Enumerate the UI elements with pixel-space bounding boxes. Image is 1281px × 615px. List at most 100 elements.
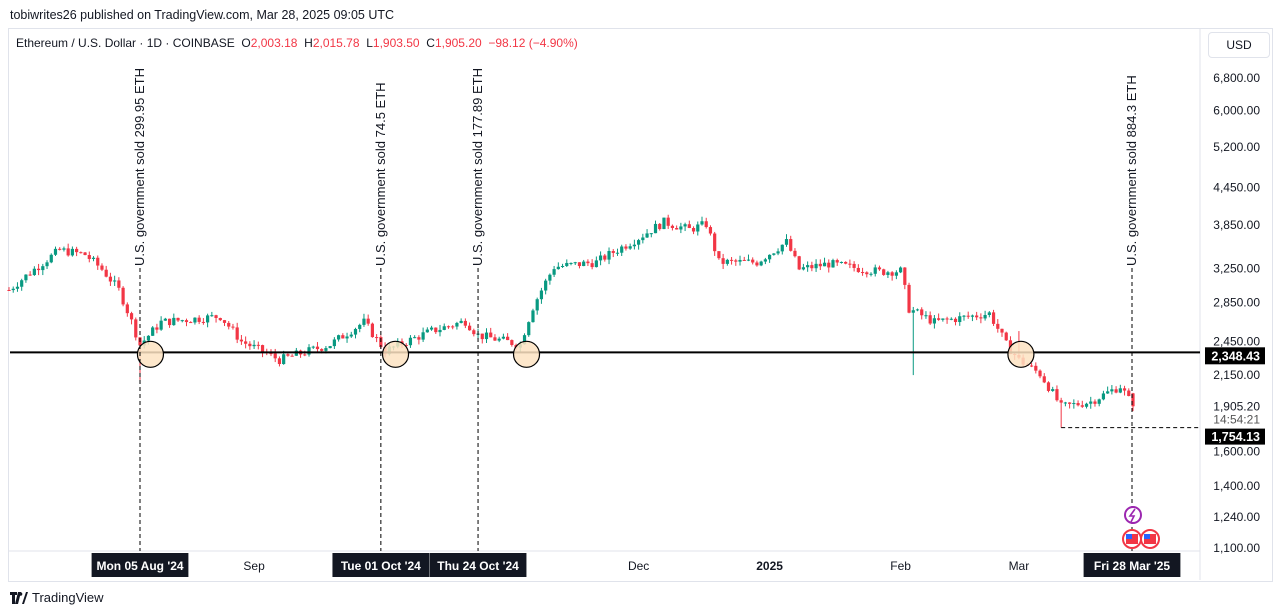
flag-canton [1126,534,1132,539]
candle-body [451,326,455,328]
candle-body [991,312,996,324]
candle-body [256,344,260,346]
candle-body [675,228,679,230]
candle-body [620,246,624,253]
candle-body [569,262,573,264]
candle-body [624,246,628,249]
candle-body [979,317,983,319]
candle-body [442,326,446,330]
candle-body [231,326,235,328]
candle-body [949,318,953,320]
date-label: Thu 24 Oct '24 [437,559,519,573]
close-label: C [426,36,435,50]
candle-body [341,335,345,339]
symbol-label: Ethereum / U.S. Dollar · 1D · COINBASE [16,36,235,50]
candle-body [1029,365,1034,367]
candle-body [41,266,45,271]
candle-body [696,224,700,232]
candle-body [159,320,163,330]
candle-body [556,266,560,270]
candle-body [797,256,801,270]
candle-body [1046,382,1051,391]
candle-body [1072,403,1076,405]
candle-body [459,320,463,323]
candle-body [907,284,911,313]
candle-body [679,226,683,230]
candle-body [932,318,936,324]
y-tick-label: 2,150.00 [1213,368,1260,382]
candle-body [134,319,138,338]
date-label-box [91,553,189,577]
candle-body [801,267,806,270]
candle-body [349,334,353,337]
candle-body [472,330,476,335]
candle-body [15,286,20,289]
lightning-event-icon[interactable] [1124,506,1142,524]
candle-body [1080,405,1084,407]
candle-body [1068,402,1072,404]
candle-body [510,340,514,345]
date-label: Tue 01 Oct '24 [341,559,421,573]
candle-body [915,309,920,311]
candle-body [890,272,894,276]
candle-body [827,262,831,268]
candle-body [235,327,239,340]
candle-body [818,263,822,267]
candle-body [176,317,180,321]
candle-body [1004,332,1008,341]
candle-body [434,327,438,333]
candle-body [573,262,577,264]
candle-body [717,251,721,259]
candle-body [189,322,193,324]
candle-body [100,265,104,270]
candle-body [611,251,615,253]
candle-body [277,358,282,365]
candle-body [865,272,869,275]
price-label-box [1205,428,1265,445]
candle-body [11,288,15,291]
candle-body [953,318,958,323]
date-label-box [332,553,430,577]
currency-button[interactable]: USD [1208,32,1270,58]
candle-body [784,239,789,245]
candle-body [776,251,780,254]
candle-body [320,349,324,351]
candle-body [522,335,527,345]
candle-body [282,354,286,365]
candle-body [1093,401,1097,404]
candle-body [882,269,886,275]
date-label-box [1083,553,1181,577]
chart-frame [8,28,1273,582]
annotation-text: U.S. government sold 299.95 ETH [132,68,147,266]
candle-body [413,337,417,339]
x-tick-label: Mar [1009,559,1030,573]
candle-body [324,348,328,351]
candle-body [303,354,307,356]
candle-body [53,248,58,255]
candle-body [167,318,172,326]
flag-canton [1144,534,1150,539]
candle-body [218,318,222,321]
y-tick-label: 6,000.00 [1213,103,1260,117]
candle-body [244,341,248,344]
candle-body [62,248,66,250]
candle-body [531,310,535,323]
candle-body [463,320,467,326]
candle-body [945,318,949,320]
candle-body [1110,389,1114,392]
candle-body [844,261,848,264]
candle-body [975,315,979,318]
candle-body [180,320,184,322]
candle-body [222,320,227,323]
candle-body [1118,388,1122,393]
candle-body [746,259,751,261]
y-tick-label: 4,450.00 [1213,180,1260,194]
candle-body [501,336,505,339]
y-tick-label: 3,850.00 [1213,218,1260,232]
candle-body [586,261,590,264]
candle-body [425,329,429,333]
candle-body [332,339,336,347]
candle-body [1076,403,1080,406]
tradingview-logo[interactable]: TradingView [10,590,104,605]
